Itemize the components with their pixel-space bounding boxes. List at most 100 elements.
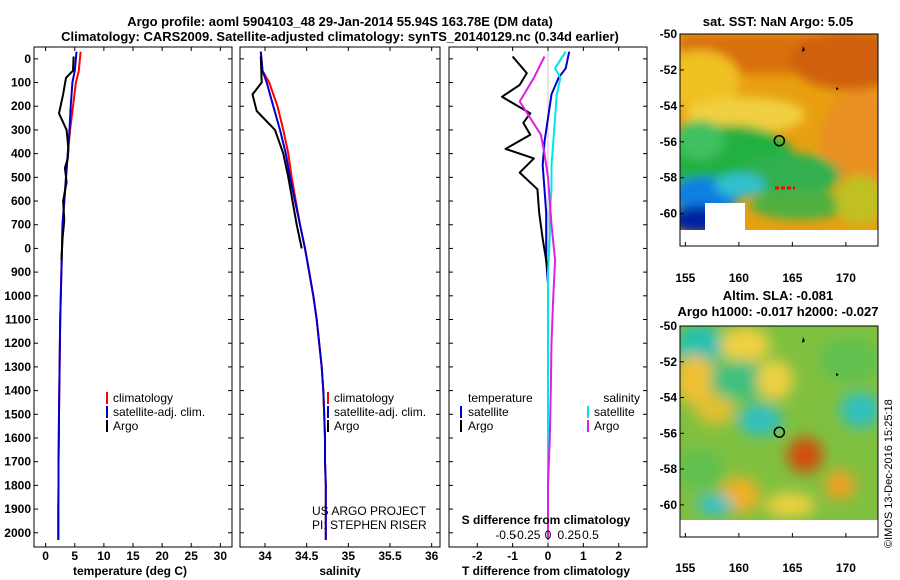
difference-xlabel: T difference from climatology	[462, 564, 630, 578]
x-tick-label: -2	[472, 549, 483, 563]
depth-tick-label: 200	[11, 99, 31, 113]
depth-tick-label: 1700	[4, 455, 31, 469]
legend-climatology: climatology	[334, 391, 394, 405]
depth-tick-label: 1500	[4, 407, 31, 421]
map-y-tick-label: -58	[660, 462, 678, 476]
map-x-tick-label: 165	[782, 271, 802, 285]
title-line-1: Argo profile: aoml 5904103_48 29-Jan-201…	[127, 14, 553, 29]
series-t-argo	[501, 55, 549, 273]
legend-salinity-title: salinity	[603, 391, 640, 405]
s-difference-ticks: -0.5-0.25 0 0.25 0.5	[495, 528, 599, 542]
map-y-tick-label: -56	[660, 426, 678, 440]
temperature-plot	[57, 51, 82, 540]
project-annotation: US ARGO PROJECT	[312, 504, 427, 518]
map-x-tick-label: 165	[782, 561, 802, 575]
island-marker	[802, 46, 805, 52]
x-tick-label: 0	[42, 549, 49, 563]
depth-tick-label: 400	[11, 147, 31, 161]
depth-tick-label: 1900	[4, 502, 31, 516]
series-satellite-adj-clim-	[259, 51, 327, 540]
legend-t-argo: Argo	[468, 419, 494, 433]
map-y-tick-label: -52	[660, 355, 678, 369]
legend-t-satellite: satellite	[468, 405, 509, 419]
series-argo	[58, 56, 75, 261]
difference-plot	[501, 47, 571, 547]
x-tick-label: 20	[155, 549, 169, 563]
sla-map-title: Altim. SLA: -0.081	[723, 288, 834, 303]
title-line-2: Climatology: CARS2009. Satellite-adjuste…	[61, 29, 619, 44]
map-x-tick-label: 170	[836, 271, 856, 285]
x-tick-label: -1	[507, 549, 518, 563]
depth-tick-label: 1400	[4, 384, 31, 398]
difference-legend: temperature satellite Argo salinity sate…	[460, 391, 640, 527]
x-tick-label: 15	[126, 549, 140, 563]
x-tick-label: 35	[342, 549, 356, 563]
copyright-stamp: ©IMOS 13-Dec-2016 15:25:18	[883, 399, 895, 548]
depth-tick-label: 1100	[5, 313, 31, 327]
legend-temperature-title: temperature	[468, 391, 533, 405]
legend-s-argo: Argo	[594, 419, 620, 433]
depth-tick-label: 0	[24, 241, 31, 255]
map-y-tick-label: -58	[660, 171, 678, 185]
sla-map-subtitle: Argo h1000: -0.017 h2000: -0.027	[678, 304, 879, 319]
island-marker	[802, 337, 805, 343]
depth-tick-label: 1000	[4, 289, 31, 303]
x-tick-label: 34.5	[295, 549, 319, 563]
difference-x-axis: -2 -1 0 1 2	[472, 47, 622, 563]
s-diff-tick-label: 0.25	[558, 528, 582, 542]
s-difference-label: S difference from climatology	[462, 513, 631, 527]
x-tick-label: 10	[97, 549, 111, 563]
depth-tick-label: 1300	[4, 360, 31, 374]
temperature-x-axis: 0 5 10 15 20 25 30	[42, 47, 227, 563]
series-s-satellite	[547, 51, 567, 540]
s-diff-tick-label: -0.5	[495, 528, 516, 542]
map-x-tick-label: 170	[836, 561, 856, 575]
sla-map-frame	[679, 325, 879, 538]
salinity-xlabel: salinity	[319, 564, 361, 578]
map-x-tick-label: 155	[675, 271, 695, 285]
s-diff-tick-label: 0	[545, 528, 552, 542]
map-y-tick-label: -60	[660, 498, 678, 512]
x-tick-label: 35.5	[378, 549, 402, 563]
pi-annotation: PI: STEPHEN RISER	[312, 518, 427, 532]
depth-tick-label: 900	[11, 265, 31, 279]
s-diff-tick-label: -0.25	[513, 528, 541, 542]
legend-satellite: satellite-adj. clim.	[113, 405, 205, 419]
x-tick-label: 5	[71, 549, 78, 563]
map-x-tick-label: 160	[729, 271, 749, 285]
x-tick-label: 25	[185, 549, 199, 563]
sst-map-frame	[679, 33, 879, 247]
salinity-panel-frame	[239, 46, 441, 548]
map-y-tick-label: -54	[660, 391, 678, 405]
salinity-plot	[251, 51, 327, 540]
map-y-tick-label: -56	[660, 135, 678, 149]
map-y-tick-label: -50	[660, 319, 678, 333]
depth-tick-label: 100	[11, 76, 31, 90]
series-satellite-adj-clim-	[57, 51, 78, 540]
series-s-argo	[518, 56, 557, 540]
legend-climatology: climatology	[113, 391, 173, 405]
sst-float-marker	[773, 134, 786, 147]
depth-tick-label: 300	[11, 123, 31, 137]
x-tick-label: 34	[258, 549, 272, 563]
island-marker	[836, 373, 839, 376]
depth-tick-label: 1800	[4, 478, 31, 492]
map-x-tick-label: 160	[729, 561, 749, 575]
series-argo	[251, 56, 303, 249]
map-y-tick-label: -54	[660, 99, 678, 113]
x-tick-label: 30	[214, 549, 228, 563]
map-y-tick-label: -52	[660, 63, 678, 77]
depth-tick-label: 500	[11, 170, 31, 184]
map-y-tick-label: -50	[660, 27, 678, 41]
map-x-tick-label: 155	[675, 561, 695, 575]
map-y-tick-label: -60	[660, 207, 678, 221]
x-tick-label: 2	[615, 549, 622, 563]
depth-tick-label: 600	[11, 194, 31, 208]
legend-satellite: satellite-adj. clim.	[334, 405, 426, 419]
depth-tick-label: 2000	[4, 526, 31, 540]
s-diff-tick-label: 0.5	[582, 528, 599, 542]
legend-s-satellite: satellite	[594, 405, 635, 419]
series-t-satellite	[541, 51, 571, 540]
sla-map: Altim. SLA: -0.081 Argo h1000: -0.017 h2…	[660, 288, 879, 575]
